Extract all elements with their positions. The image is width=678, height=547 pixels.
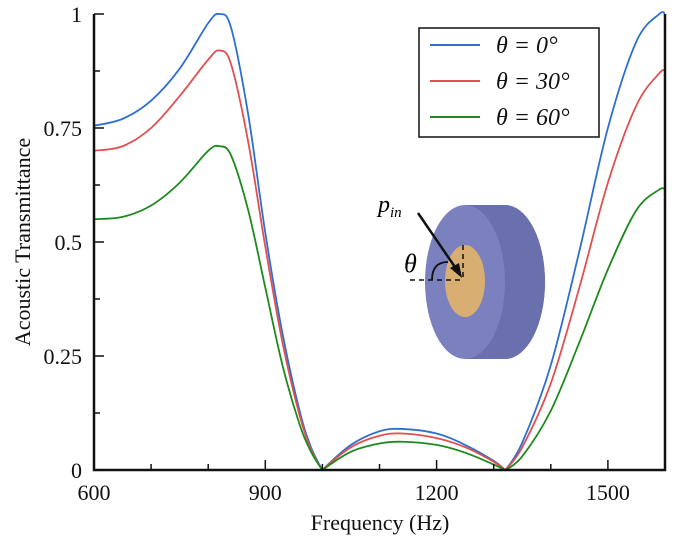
series-line-0: [93, 11, 666, 472]
legend-label-2: θ = 60°: [496, 105, 570, 131]
x-tick-label: 600: [78, 480, 111, 505]
x-tick-label: 1500: [586, 480, 630, 505]
series-line-2: [93, 144, 666, 472]
disk-illustration: pin θ: [376, 192, 545, 359]
x-axis-label: Frequency (Hz): [311, 510, 450, 535]
x-tick-label: 1200: [415, 480, 459, 505]
legend-box: [418, 27, 600, 138]
legend-label-1: θ = 30°: [496, 69, 570, 95]
series-line-1: [93, 49, 666, 472]
y-tick-label: 1: [71, 2, 82, 27]
y-tick-label: 0.75: [44, 116, 83, 141]
arrow-head-icon: [450, 263, 462, 278]
legend-label-0: θ = 0°: [496, 33, 558, 59]
pressure-label: pin: [376, 192, 402, 221]
y-tick-label: 0.5: [55, 230, 83, 255]
incident-arrow: [416, 212, 459, 271]
y-tick-label: 0: [71, 458, 82, 483]
angle-arc: [431, 261, 449, 281]
x-tick-label: 900: [249, 480, 282, 505]
disk-core: [445, 245, 485, 317]
angle-label: θ: [404, 249, 417, 278]
y-axis-label: Acoustic Transmittance: [10, 138, 35, 346]
axis-frame: [92, 14, 667, 472]
legend: θ = 0° θ = 30° θ = 60°: [418, 27, 600, 138]
y-tick-label: 0.25: [44, 344, 83, 369]
